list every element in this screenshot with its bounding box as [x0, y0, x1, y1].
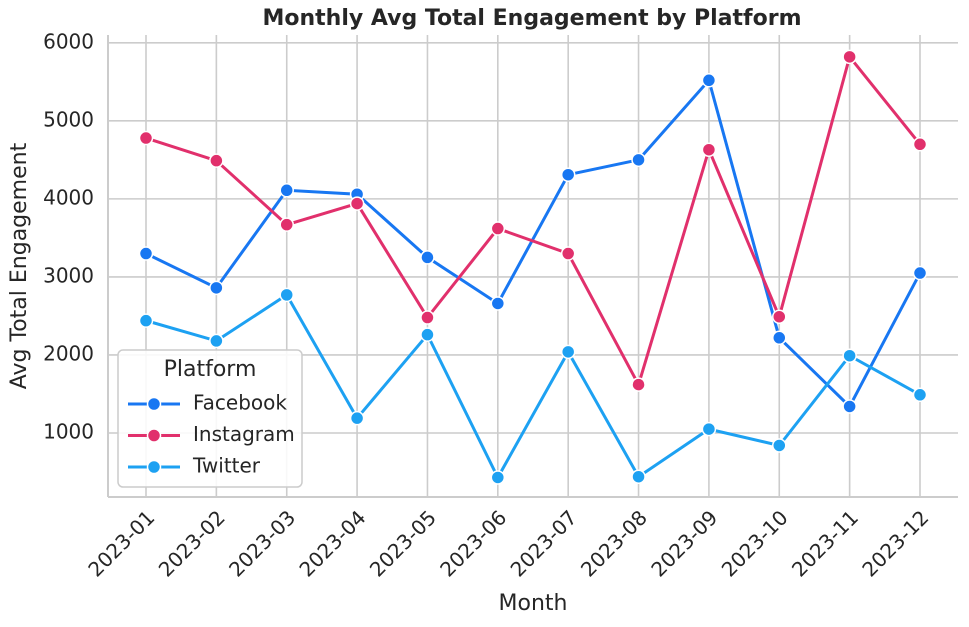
x-tick-label: 2023-10	[717, 505, 793, 581]
y-tick-label: 5000	[43, 107, 94, 131]
data-point	[772, 309, 787, 324]
data-point	[279, 183, 294, 198]
data-point	[209, 280, 224, 296]
y-axis-label: Avg Total Engagement	[7, 142, 32, 389]
data-point	[912, 265, 928, 281]
legend-marker	[146, 459, 162, 475]
data-point	[209, 153, 224, 168]
x-tick-label: 2023-01	[83, 505, 159, 581]
data-point	[490, 296, 506, 311]
data-point	[631, 377, 646, 392]
legend-box	[117, 349, 303, 488]
data-point	[349, 410, 365, 426]
data-point	[560, 344, 576, 360]
data-point	[279, 287, 294, 303]
data-point	[772, 330, 787, 346]
y-tick-label: 1000	[43, 420, 94, 444]
legend-label: Instagram	[193, 422, 295, 446]
data-point	[420, 327, 435, 342]
data-point	[631, 469, 646, 484]
data-point	[701, 73, 717, 88]
legend-marker	[146, 396, 162, 412]
data-point	[842, 49, 857, 65]
x-axis-label: Month	[499, 591, 568, 616]
data-point	[842, 348, 857, 363]
x-tick-label: 2023-12	[857, 505, 933, 581]
data-point	[912, 137, 928, 152]
data-point	[631, 152, 646, 168]
y-tick-label: 2000	[43, 341, 94, 365]
data-point	[420, 250, 435, 265]
data-point	[560, 167, 576, 182]
data-point	[209, 333, 224, 349]
data-point	[701, 142, 717, 157]
data-point	[701, 421, 717, 437]
x-tick-label: 2023-05	[365, 505, 441, 581]
x-tick-label: 2023-02	[154, 505, 230, 581]
data-point	[349, 196, 365, 211]
data-point	[490, 470, 506, 485]
x-tick-label: 2023-11	[787, 505, 863, 581]
y-tick-label: 6000	[43, 29, 94, 53]
data-point	[490, 221, 506, 236]
y-tick-label: 3000	[43, 263, 94, 287]
x-tick-label: 2023-07	[506, 505, 582, 581]
x-tick-label: 2023-04	[294, 505, 370, 581]
legend-marker	[146, 428, 162, 443]
series-line	[145, 77, 922, 409]
data-point	[138, 130, 154, 146]
y-tick-label: 4000	[43, 185, 94, 209]
x-tick-label: 2023-08	[576, 505, 652, 581]
data-point	[279, 217, 294, 232]
x-tick-label: 2023-09	[646, 505, 722, 581]
data-point	[842, 399, 857, 414]
data-point	[772, 438, 787, 453]
series-line	[145, 292, 921, 481]
data-point	[560, 246, 576, 261]
legend-label: Twitter	[192, 454, 261, 478]
data-point	[138, 313, 154, 328]
data-point	[912, 387, 928, 403]
series-line	[145, 53, 922, 389]
x-tick-label: 2023-03	[224, 505, 300, 581]
data-point	[138, 246, 154, 261]
x-tick-label: 2023-06	[435, 505, 511, 581]
legend-label: Facebook	[193, 391, 287, 415]
chart-title: Monthly Avg Total Engagement by Platform	[262, 6, 801, 31]
data-point	[420, 310, 435, 325]
legend-title: Platform	[164, 357, 257, 382]
